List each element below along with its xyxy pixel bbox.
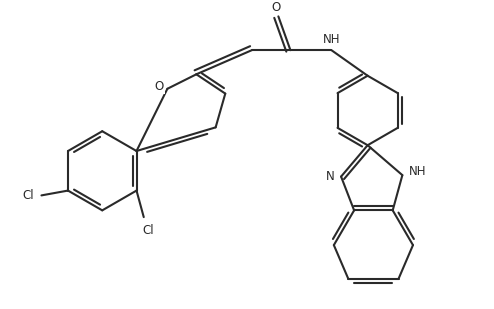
Text: O: O	[271, 1, 281, 14]
Text: NH: NH	[409, 165, 426, 178]
Text: NH: NH	[323, 33, 340, 46]
Text: Cl: Cl	[22, 189, 34, 202]
Text: O: O	[155, 80, 164, 93]
Text: N: N	[326, 170, 335, 183]
Text: Cl: Cl	[143, 224, 155, 237]
